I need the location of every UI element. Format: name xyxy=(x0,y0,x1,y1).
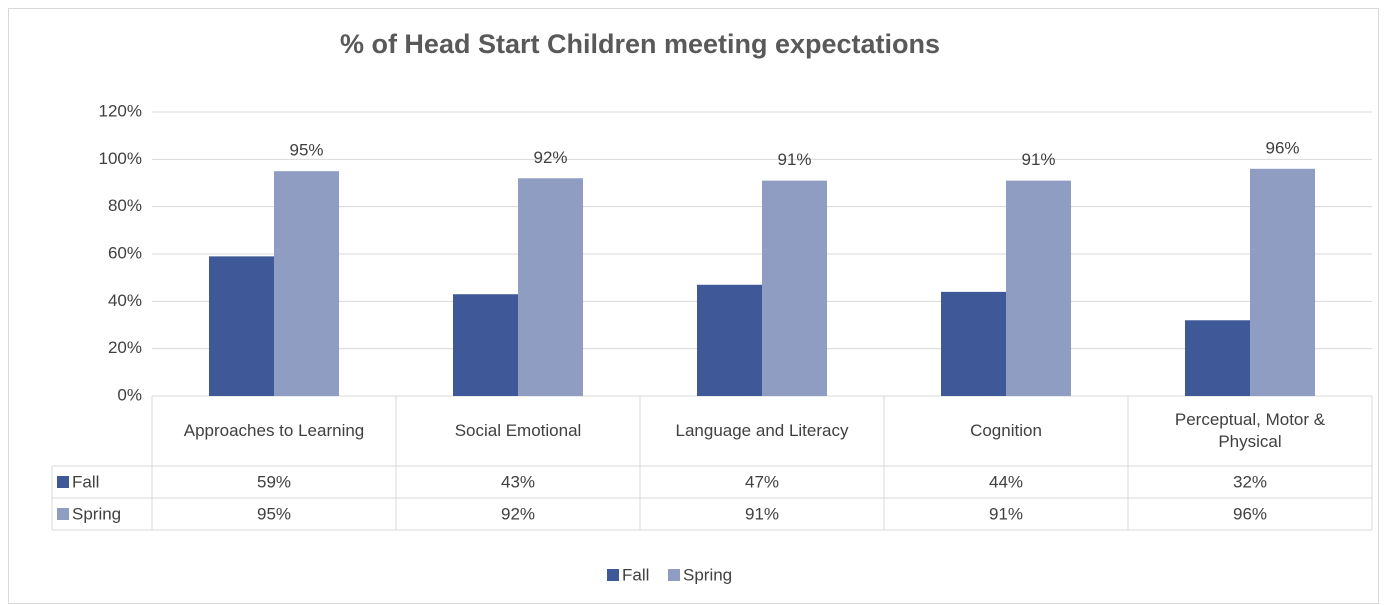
table-cell: 32% xyxy=(1233,472,1267,491)
legend-key xyxy=(607,569,619,581)
bar xyxy=(762,180,827,396)
y-tick-label: 120% xyxy=(99,101,142,120)
x-tick-label: Approaches to Learning xyxy=(183,421,365,440)
table-cell: 44% xyxy=(989,472,1023,491)
data-label: 91% xyxy=(1021,150,1055,169)
x-tick-label: Cognition xyxy=(970,421,1042,440)
table-cell: 59% xyxy=(257,472,291,491)
table-cell: 47% xyxy=(745,472,779,491)
table-cell: 92% xyxy=(501,504,535,523)
table-cell: 96% xyxy=(1233,504,1267,523)
table-row-header: Spring xyxy=(72,504,121,523)
data-label: 92% xyxy=(533,148,567,167)
data-label: 95% xyxy=(289,141,323,160)
table-cell: 91% xyxy=(745,504,779,523)
y-tick-label: 80% xyxy=(108,196,142,215)
bar xyxy=(1006,180,1071,396)
bar xyxy=(453,294,518,396)
data-label: 96% xyxy=(1265,138,1299,157)
legend-label: Spring xyxy=(683,565,732,584)
bar xyxy=(1185,320,1250,396)
bar xyxy=(274,171,339,396)
bar xyxy=(941,291,1006,396)
legend-label: Fall xyxy=(622,565,649,584)
legend-key xyxy=(668,569,680,581)
bar xyxy=(518,178,583,396)
data-label: 91% xyxy=(777,150,811,169)
x-tick-label: Social Emotional xyxy=(454,421,582,440)
bar xyxy=(1250,168,1315,396)
y-tick-label: 100% xyxy=(99,149,142,168)
bar xyxy=(209,256,274,396)
x-tick-label: Language and Literacy xyxy=(675,421,849,440)
table-row-header: Fall xyxy=(72,472,99,491)
y-tick-label: 60% xyxy=(108,243,142,262)
table-cell: 43% xyxy=(501,472,535,491)
table-legend-key xyxy=(57,476,69,488)
table-cell: 91% xyxy=(989,504,1023,523)
table-legend-key xyxy=(57,508,69,520)
x-tick-label: Perceptual, Motor & Physical xyxy=(1174,410,1326,451)
table-cell: 95% xyxy=(257,504,291,523)
y-tick-label: 20% xyxy=(108,338,142,357)
bar xyxy=(697,284,762,396)
y-tick-label: 0% xyxy=(117,385,142,404)
chart-title: % of Head Start Children meeting expecta… xyxy=(340,29,940,59)
y-tick-label: 40% xyxy=(108,291,142,310)
